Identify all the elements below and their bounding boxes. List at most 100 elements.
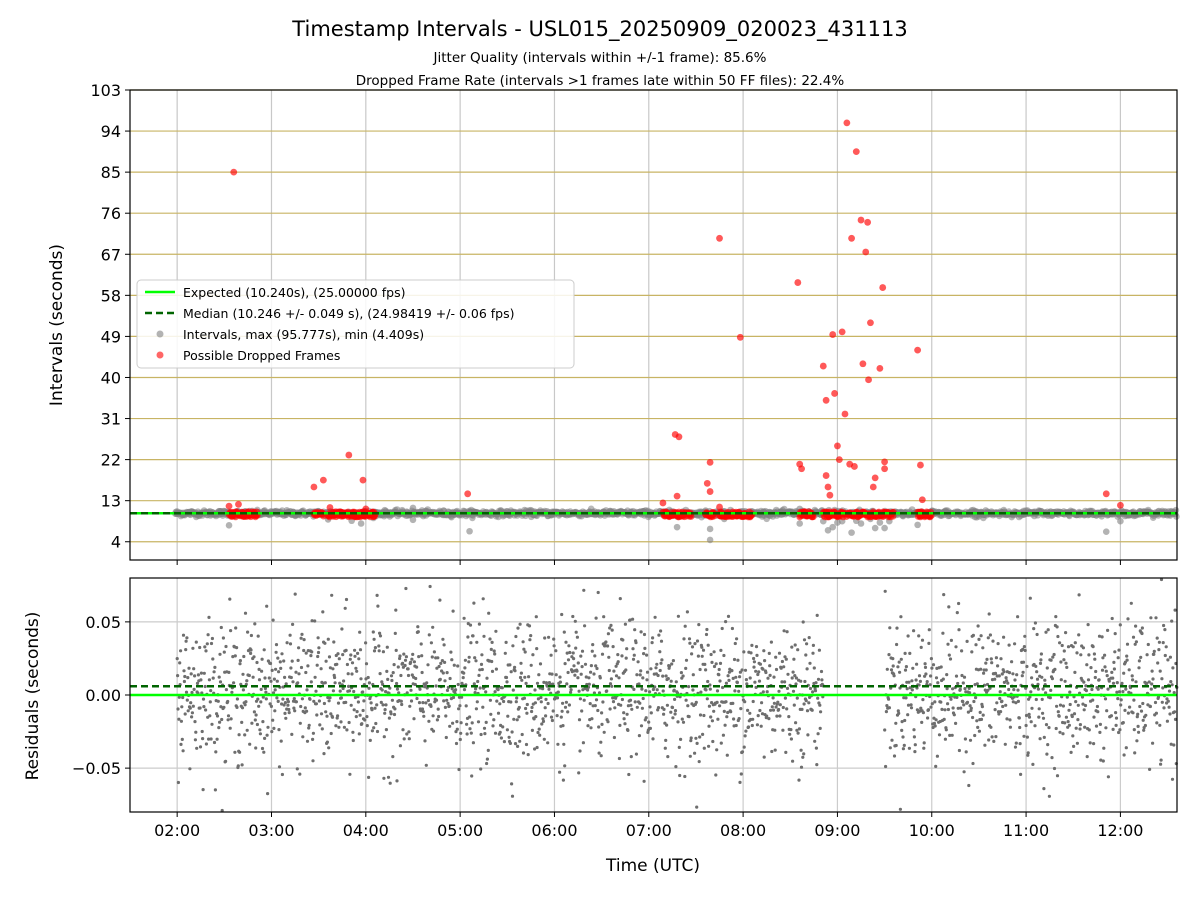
residual-point — [892, 754, 897, 758]
residual-point — [883, 589, 887, 593]
residual-point — [1125, 658, 1129, 662]
residual-point — [1054, 726, 1058, 731]
residual-point — [1011, 700, 1015, 704]
residual-point — [1155, 636, 1159, 640]
residual-point — [311, 731, 315, 735]
residual-point — [296, 658, 300, 663]
residual-point — [415, 665, 419, 669]
residual-point — [942, 717, 946, 722]
residual-point — [941, 677, 945, 681]
residual-point — [618, 597, 622, 601]
residual-point — [228, 597, 232, 601]
residual-point — [641, 676, 645, 680]
residual-point — [1095, 704, 1099, 709]
residual-point — [1159, 577, 1164, 582]
residual-point — [386, 677, 390, 682]
residual-point — [184, 690, 189, 694]
residual-point — [377, 649, 381, 653]
residual-point — [179, 719, 183, 723]
residual-point — [710, 660, 714, 665]
residual-point — [1015, 673, 1019, 677]
residual-point — [974, 643, 978, 647]
residual-point — [661, 689, 665, 693]
residual-point — [516, 744, 520, 749]
residual-point — [968, 738, 973, 742]
residual-point — [567, 644, 571, 648]
residual-point — [1131, 635, 1136, 639]
residual-point — [383, 711, 387, 715]
residual-point — [391, 671, 395, 675]
residual-point — [569, 688, 573, 692]
residual-point — [688, 754, 692, 758]
residual-point — [892, 674, 896, 678]
residual-point — [521, 751, 526, 755]
residual-point — [750, 643, 754, 648]
residual-point — [738, 675, 742, 679]
residual-point — [513, 669, 517, 673]
interval-point — [1102, 528, 1110, 536]
residual-point — [1114, 723, 1118, 728]
residual-point — [731, 701, 735, 706]
residual-point — [1168, 655, 1172, 659]
residual-point — [233, 750, 237, 754]
residual-point — [894, 721, 898, 725]
residual-point — [457, 707, 461, 711]
residual-point — [1166, 658, 1170, 662]
residual-point — [182, 679, 186, 684]
residual-point — [661, 674, 665, 678]
residual-point — [792, 703, 796, 707]
residual-point — [921, 698, 925, 702]
residual-point — [1008, 725, 1013, 729]
residual-point — [403, 658, 408, 662]
residual-point — [622, 717, 626, 721]
residual-point — [705, 627, 709, 632]
residual-point — [999, 657, 1003, 661]
residual-point — [1158, 669, 1162, 673]
residual-point — [554, 649, 558, 653]
residual-point — [565, 651, 569, 655]
residual-point — [537, 727, 541, 731]
residual-point — [645, 678, 649, 682]
residual-point — [325, 740, 329, 744]
residual-point — [469, 731, 473, 735]
dropped-frame-point — [675, 433, 683, 441]
residual-point — [572, 657, 576, 661]
residual-point — [1145, 653, 1149, 657]
residual-point — [1068, 702, 1072, 707]
residual-point — [1046, 743, 1050, 747]
residual-point — [926, 708, 931, 712]
residual-point — [1075, 651, 1079, 655]
residual-point — [1110, 616, 1114, 621]
residual-point — [357, 657, 361, 661]
residual-point — [1117, 690, 1122, 694]
residual-point — [525, 711, 529, 715]
top-y-tick-label: 22 — [101, 451, 121, 470]
legend-intervals-label: Intervals, max (95.777s), min (4.409s) — [183, 327, 424, 342]
residual-point — [659, 629, 663, 633]
residual-point — [1160, 677, 1164, 681]
residual-point — [356, 700, 360, 704]
residual-point — [561, 778, 566, 782]
residual-point — [750, 723, 754, 728]
residual-point — [277, 765, 282, 769]
residual-point — [227, 670, 231, 675]
residual-point — [748, 676, 752, 680]
residual-point — [734, 675, 738, 679]
dropped-frame-point — [841, 410, 849, 418]
residual-point — [244, 700, 248, 704]
residual-point — [1068, 690, 1072, 694]
residual-point — [188, 767, 192, 771]
residual-point — [462, 616, 466, 620]
residual-point — [993, 671, 998, 676]
residual-point — [279, 739, 283, 743]
residual-point — [888, 626, 892, 630]
residual-point — [796, 648, 800, 652]
residual-point — [535, 647, 539, 651]
residual-point — [1136, 724, 1140, 729]
residual-point — [1132, 728, 1136, 732]
residual-point — [1064, 631, 1068, 635]
residual-point — [889, 668, 894, 672]
residual-point — [674, 680, 678, 684]
x-tick-label: 10:00 — [909, 821, 955, 840]
residual-point — [542, 737, 546, 741]
